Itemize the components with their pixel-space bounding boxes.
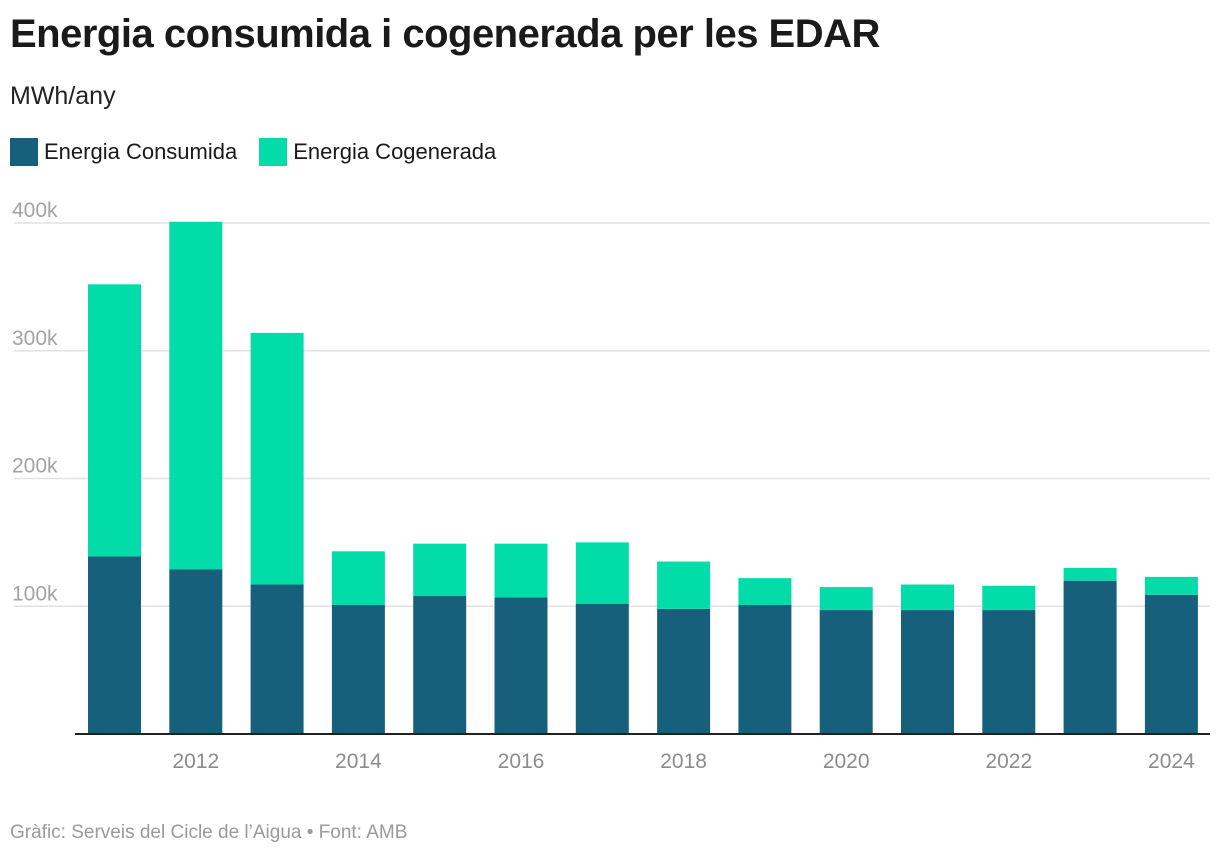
bar-consumida-2011 <box>88 556 141 734</box>
bar-cogenerada-2022 <box>982 585 1036 611</box>
bar-cogenerada-2023 <box>1063 567 1117 581</box>
legend: Energia Consumida Energia Cogenerada <box>10 138 518 166</box>
bar-consumida-2021 <box>901 610 954 734</box>
bar-cogenerada-2016 <box>494 543 548 598</box>
bar-consumida-2020 <box>819 610 873 734</box>
x-tick-label: 2014 <box>335 750 382 773</box>
chart-footer: Gràfic: Serveis del Cicle de l’Aigua • F… <box>10 822 408 843</box>
legend-label-cogenerada: Energia Cogenerada <box>293 139 497 164</box>
y-tick-label: 300k <box>12 327 58 350</box>
x-tick-label: 2018 <box>660 750 707 773</box>
bar-consumida-2019 <box>738 604 792 734</box>
x-tick-label: 2020 <box>823 750 870 773</box>
x-tick-label: 2016 <box>498 750 545 773</box>
bar-cogenerada-2011 <box>88 284 141 557</box>
bar-cogenerada-2012 <box>169 221 223 570</box>
y-tick-label: 400k <box>12 199 58 222</box>
bar-cogenerada-2021 <box>901 584 954 611</box>
legend-swatch-cogenerada <box>259 138 288 166</box>
bar-cogenerada-2013 <box>250 332 304 585</box>
bar-consumida-2023 <box>1063 580 1117 734</box>
bar-cogenerada-2019 <box>738 578 792 605</box>
bar-cogenerada-2018 <box>657 561 711 609</box>
chart-title: Energia consumida i cogenerada per les E… <box>10 12 880 56</box>
bar-consumida-2018 <box>657 608 711 734</box>
legend-item-cogenerada: Energia Cogenerada <box>259 138 496 166</box>
bar-cogenerada-2014 <box>331 551 385 605</box>
x-tick-label: 2024 <box>1148 750 1195 773</box>
legend-item-consumida: Energia Consumida <box>10 138 237 166</box>
bar-consumida-2013 <box>250 584 304 734</box>
bar-consumida-2012 <box>169 569 223 734</box>
bar-cogenerada-2020 <box>819 587 873 611</box>
legend-label-consumida: Energia Consumida <box>44 139 238 164</box>
bar-consumida-2024 <box>1144 594 1198 734</box>
bar-consumida-2014 <box>331 604 385 734</box>
bar-consumida-2015 <box>413 596 467 734</box>
bar-consumida-2017 <box>575 603 629 734</box>
x-tick-label: 2012 <box>172 750 219 773</box>
bar-consumida-2022 <box>982 610 1036 734</box>
y-tick-label: 100k <box>12 582 58 605</box>
x-tick-label: 2022 <box>985 750 1032 773</box>
legend-swatch-consumida <box>10 138 38 166</box>
chart-subtitle: MWh/any <box>10 82 116 110</box>
bar-cogenerada-2024 <box>1144 576 1198 595</box>
bar-cogenerada-2017 <box>575 542 629 604</box>
bar-consumida-2016 <box>494 597 548 734</box>
y-tick-label: 200k <box>12 455 58 478</box>
bar-cogenerada-2015 <box>413 543 467 597</box>
